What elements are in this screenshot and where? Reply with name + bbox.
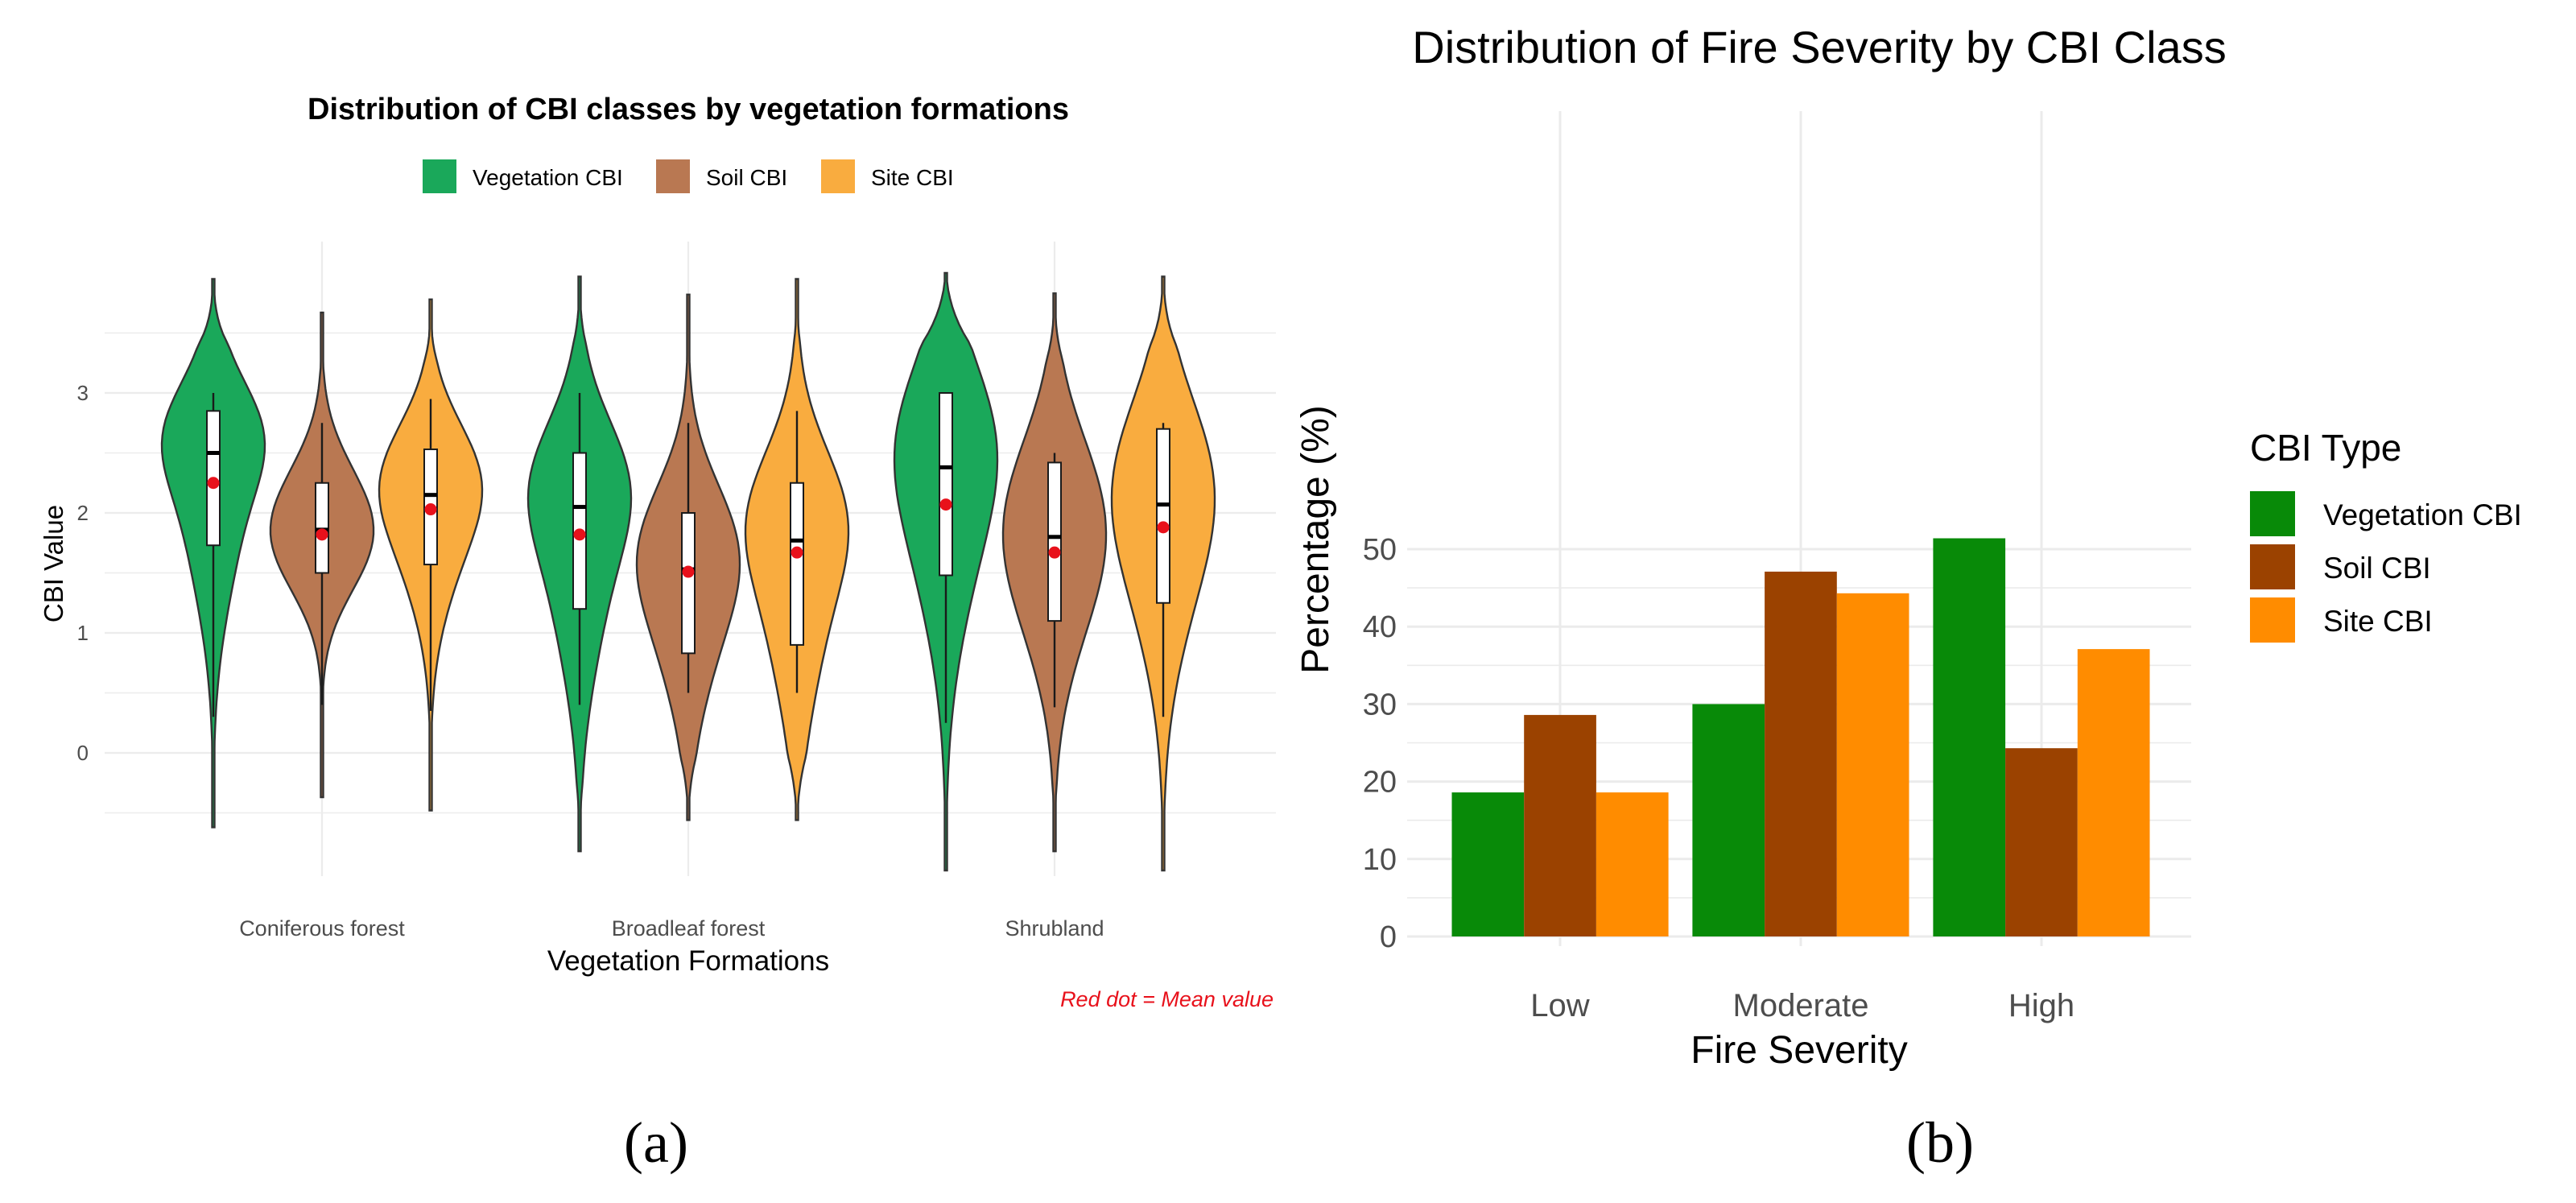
panel-a-legend-label: Site CBI	[871, 165, 954, 190]
panel-b-y-tick-label: 10	[1363, 843, 1397, 877]
panel-a-x-ticks: Coniferous forest Broadleaf forest Shrubla…	[239, 916, 1104, 940]
panel-a-mean-dot	[573, 528, 586, 541]
panel-a-title: Distribution of CBI classes by vegetatio…	[308, 93, 1069, 126]
panel-a-box	[1156, 428, 1170, 604]
panel-a-x-tick-label: Shrubland	[1005, 916, 1104, 940]
panel-b-y-tick-label: 50	[1363, 533, 1397, 567]
panel-a-box	[790, 482, 804, 646]
panel-b-bar	[1836, 593, 1909, 936]
panel-a-mean-dot	[316, 528, 328, 541]
caption-b: (b)	[1906, 1110, 1974, 1175]
panel-b-legend-swatch	[2250, 544, 2295, 589]
panel-b-bar	[1451, 792, 1525, 936]
panel-a-mean-note: Red dot = Mean value	[1060, 987, 1274, 1011]
panel-b-bar	[1692, 704, 1765, 936]
panel-b-legend-title: CBI Type	[2250, 427, 2401, 469]
panel-a-legend-swatch	[656, 159, 690, 193]
panel-a-legend-swatch	[821, 159, 855, 193]
panel-b-y-tick-label: 30	[1363, 688, 1397, 721]
panel-b-legend-swatch	[2250, 491, 2295, 536]
panel-b-legend-swatch	[2250, 597, 2295, 643]
panel-b-bar	[2005, 748, 2078, 936]
panel-b-y-ticks: 0 10 20 30 40 50	[1363, 533, 1397, 954]
panel-b-legend-label: Site CBI	[2323, 605, 2433, 638]
panel-a-mean-dot	[424, 503, 437, 516]
panel-b-y-axis-label: Percentage (%)	[1294, 405, 1337, 674]
panel-b-legend-label: Soil CBI	[2323, 552, 2431, 585]
panel-a-y-axis-label: CBI Value	[39, 505, 68, 622]
caption-a: (a)	[624, 1110, 688, 1175]
panel-a-legend: Vegetation CBI Soil CBI Site CBI	[423, 159, 954, 193]
panel-a-y-tick-label: 0	[77, 741, 89, 765]
panel-b-x-ticks: Low Moderate High	[1530, 988, 2074, 1023]
panel-b-x-tick-label: Moderate	[1733, 988, 1869, 1023]
panel-a-mean-dot	[682, 565, 695, 578]
panel-b: Distribution of Fire Severity by CBI Cla…	[1294, 22, 2522, 1175]
panel-b-x-tick-label: Low	[1530, 988, 1589, 1023]
panel-a-x-tick-label: Broadleaf forest	[612, 916, 766, 940]
panel-a-x-tick-label: Coniferous forest	[239, 916, 405, 940]
panel-b-bar	[1524, 714, 1596, 936]
panel-a-violins	[160, 271, 1216, 872]
panel-a-legend-label: Vegetation CBI	[473, 165, 623, 190]
panel-a: Distribution of CBI classes by vegetatio…	[39, 93, 1276, 1175]
panel-a-y-tick-label: 1	[77, 621, 89, 645]
panel-a-mean-dot	[207, 477, 220, 490]
panel-a-legend-label: Soil CBI	[706, 165, 787, 190]
panel-a-mean-dot	[1048, 546, 1061, 559]
panel-b-bar	[2077, 649, 2150, 936]
panel-b-y-tick-label: 40	[1363, 610, 1397, 644]
panel-b-y-tick-label: 0	[1380, 920, 1397, 954]
panel-b-bar	[1765, 571, 1837, 936]
panel-a-y-ticks: 3 2 1 0	[77, 381, 89, 765]
panel-a-box	[1047, 461, 1062, 622]
panel-b-bars	[1451, 538, 2150, 936]
panel-b-bar	[1596, 792, 1669, 936]
panel-a-y-tick-label: 3	[77, 381, 89, 405]
panel-a-box	[939, 392, 953, 577]
panel-b-legend: CBI Type Vegetation CBI Soil CBI Site CBI	[2250, 427, 2522, 643]
panel-a-y-tick-label: 2	[77, 501, 89, 525]
panel-b-x-tick-label: High	[2008, 988, 2074, 1023]
panel-b-bar	[1933, 538, 2006, 936]
panel-a-legend-swatch	[423, 159, 456, 193]
panel-a-mean-dot	[1157, 521, 1170, 534]
panel-b-x-axis-label: Fire Severity	[1690, 1029, 1907, 1072]
panel-b-title: Distribution of Fire Severity by CBI Cla…	[1412, 22, 2226, 72]
panel-a-mean-dot	[791, 546, 803, 559]
panel-b-legend-label: Vegetation CBI	[2323, 498, 2522, 531]
panel-a-box	[681, 512, 696, 655]
panel-a-x-axis-label: Vegetation Formations	[547, 945, 829, 977]
panel-a-mean-dot	[939, 498, 952, 511]
panel-b-y-tick-label: 20	[1363, 766, 1397, 800]
